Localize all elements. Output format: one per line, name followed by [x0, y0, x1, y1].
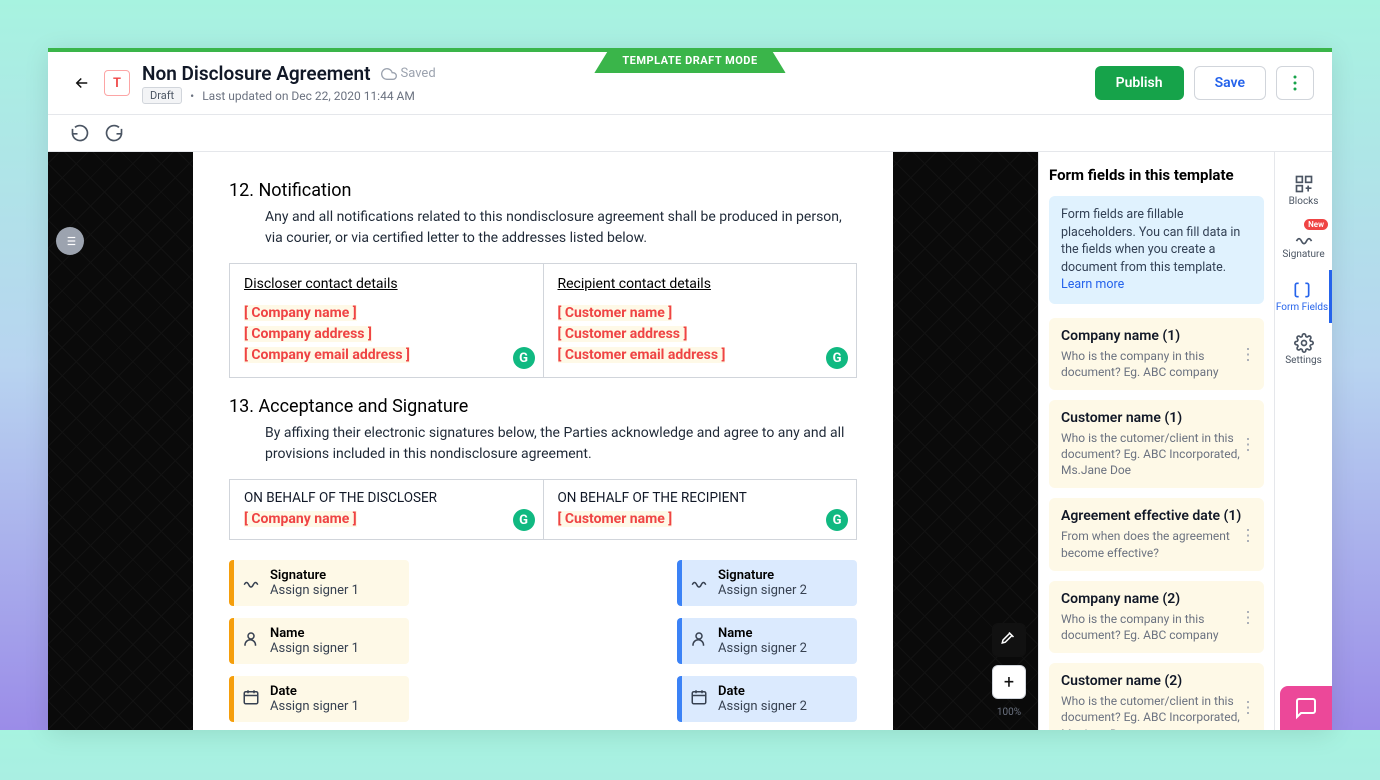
form-field-title: Company name (1): [1061, 328, 1252, 344]
behalf-recipient: ON BEHALF OF THE RECIPIENT [ Customer na…: [544, 480, 857, 539]
saved-status: Saved: [381, 66, 436, 82]
person-icon: [242, 630, 260, 652]
field-company-address[interactable]: [ Company address ]: [244, 326, 372, 342]
app-window: TEMPLATE DRAFT MODE T Non Disclosure Agr…: [48, 48, 1332, 730]
field-customer-email[interactable]: [ Customer email address ]: [558, 347, 726, 363]
chat-icon: [1294, 696, 1318, 720]
form-field-title: Agreement effective date (1): [1061, 508, 1252, 524]
panel-title: Form fields in this template: [1049, 166, 1264, 184]
recipient-column: Recipient contact details [ Customer nam…: [544, 264, 857, 377]
field-customer-name-2[interactable]: [ Customer name ]: [558, 511, 673, 527]
form-field-title: Customer name (2): [1061, 673, 1252, 689]
gear-icon: [1294, 333, 1314, 353]
toolbar: [48, 115, 1332, 152]
field-customer-address[interactable]: [ Customer address ]: [558, 326, 688, 342]
calendar-icon: [690, 688, 708, 710]
undo-button[interactable]: [70, 123, 90, 143]
grammarly-icon[interactable]: G: [826, 347, 848, 369]
form-field-desc: Who is the cutomer/client in this docume…: [1061, 693, 1252, 730]
date-block-signer1[interactable]: DateAssign signer 1: [229, 676, 409, 722]
learn-more-link[interactable]: Learn more: [1061, 277, 1124, 292]
form-field-card[interactable]: Customer name (1) Who is the cutomer/clie…: [1049, 400, 1264, 489]
form-field-menu[interactable]: ⋮: [1240, 698, 1256, 717]
right-rail: Blocks New Signature Form Fields Setting…: [1274, 152, 1332, 730]
section-title: 13. Acceptance and Signature: [229, 396, 857, 417]
canvas[interactable]: 12. Notification Any and all notificatio…: [48, 152, 1038, 730]
grammarly-icon[interactable]: G: [513, 509, 535, 531]
name-block-signer1[interactable]: NameAssign signer 1: [229, 618, 409, 664]
field-company-name[interactable]: [ Company name ]: [244, 305, 357, 321]
publish-button[interactable]: Publish: [1095, 66, 1184, 100]
signature-block-signer1[interactable]: SignatureAssign signer 1: [229, 560, 409, 606]
form-field-menu[interactable]: ⋮: [1240, 525, 1256, 544]
grammarly-icon[interactable]: G: [513, 347, 535, 369]
list-icon: [63, 234, 77, 248]
rail-form-fields[interactable]: Form Fields: [1275, 270, 1332, 323]
name-block-signer2[interactable]: NameAssign signer 2: [677, 618, 857, 664]
blocks-icon: [1294, 174, 1314, 194]
date-block-signer2[interactable]: DateAssign signer 2: [677, 676, 857, 722]
field-company-name-2[interactable]: [ Company name ]: [244, 511, 357, 527]
kebab-icon: [1293, 75, 1297, 91]
discloser-column: Discloser contact details [ Company name…: [230, 264, 544, 377]
form-field-card[interactable]: Company name (1) Who is the company in th…: [1049, 318, 1264, 390]
chat-fab[interactable]: [1280, 686, 1332, 730]
signature-icon: [1294, 227, 1314, 247]
form-fields-list: Company name (1) Who is the company in th…: [1049, 318, 1264, 731]
theme-button[interactable]: [992, 623, 1026, 657]
grammarly-icon[interactable]: G: [826, 509, 848, 531]
document-page[interactable]: 12. Notification Any and all notificatio…: [193, 152, 893, 730]
draft-chip: Draft: [142, 87, 182, 104]
rail-blocks[interactable]: Blocks: [1275, 164, 1332, 217]
form-field-card[interactable]: Company name (2) Who is the company in th…: [1049, 581, 1264, 653]
new-badge: New: [1304, 219, 1328, 230]
field-customer-name[interactable]: [ Customer name ]: [558, 305, 673, 321]
form-field-desc: Who is the company in this document? Eg.…: [1061, 348, 1252, 380]
calendar-icon: [242, 688, 260, 710]
document-title: Non Disclosure Agreement: [142, 62, 371, 85]
form-field-card[interactable]: Agreement effective date (1) From when do…: [1049, 498, 1264, 570]
zoom-in-button[interactable]: +: [992, 665, 1026, 699]
discloser-heading: Discloser contact details: [244, 276, 529, 292]
info-box: Form fields are fillable placeholders. Y…: [1049, 196, 1264, 304]
form-fields-panel: Form fields in this template Form fields…: [1038, 152, 1274, 730]
form-field-menu[interactable]: ⋮: [1240, 608, 1256, 627]
template-badge: T: [104, 70, 130, 96]
redo-button[interactable]: [104, 123, 124, 143]
form-field-desc: Who is the cutomer/client in this docume…: [1061, 430, 1252, 479]
outline-button[interactable]: [56, 227, 84, 255]
field-company-email[interactable]: [ Company email address ]: [244, 347, 410, 363]
form-field-title: Customer name (1): [1061, 410, 1252, 426]
form-field-desc: From when does the agreement become effe…: [1061, 528, 1252, 560]
rail-signature[interactable]: New Signature: [1275, 217, 1332, 270]
workspace: 12. Notification Any and all notificatio…: [48, 152, 1332, 730]
back-button[interactable]: [66, 67, 98, 99]
form-field-menu[interactable]: ⋮: [1240, 435, 1256, 454]
behalf-grid: ON BEHALF OF THE DISCLOSER [ Company nam…: [229, 479, 857, 540]
behalf-discloser: ON BEHALF OF THE DISCLOSER [ Company nam…: [230, 480, 544, 539]
section-body: Any and all notifications related to thi…: [265, 207, 857, 249]
section-title: 12. Notification: [229, 180, 857, 201]
section-body: By affixing their electronic signatures …: [265, 423, 857, 465]
form-field-desc: Who is the company in this document? Eg.…: [1061, 611, 1252, 643]
updated-text: Last updated on Dec 22, 2020 11:44 AM: [202, 89, 415, 103]
brackets-icon: [1292, 280, 1312, 300]
signature-icon: [690, 572, 708, 594]
more-menu-button[interactable]: [1276, 66, 1314, 100]
form-field-menu[interactable]: ⋮: [1240, 344, 1256, 363]
person-icon: [690, 630, 708, 652]
recipient-heading: Recipient contact details: [558, 276, 843, 292]
form-field-title: Company name (2): [1061, 591, 1252, 607]
canvas-controls: + 100%: [992, 623, 1026, 718]
signature-block-signer2[interactable]: SignatureAssign signer 2: [677, 560, 857, 606]
save-button[interactable]: Save: [1194, 66, 1266, 100]
cloud-icon: [381, 66, 397, 82]
draft-mode-banner: TEMPLATE DRAFT MODE: [594, 48, 785, 73]
zoom-level: 100%: [992, 707, 1026, 718]
contact-grid: Discloser contact details [ Company name…: [229, 263, 857, 378]
rail-settings[interactable]: Settings: [1275, 323, 1332, 376]
form-field-card[interactable]: Customer name (2) Who is the cutomer/clie…: [1049, 663, 1264, 730]
signature-icon: [242, 572, 260, 594]
